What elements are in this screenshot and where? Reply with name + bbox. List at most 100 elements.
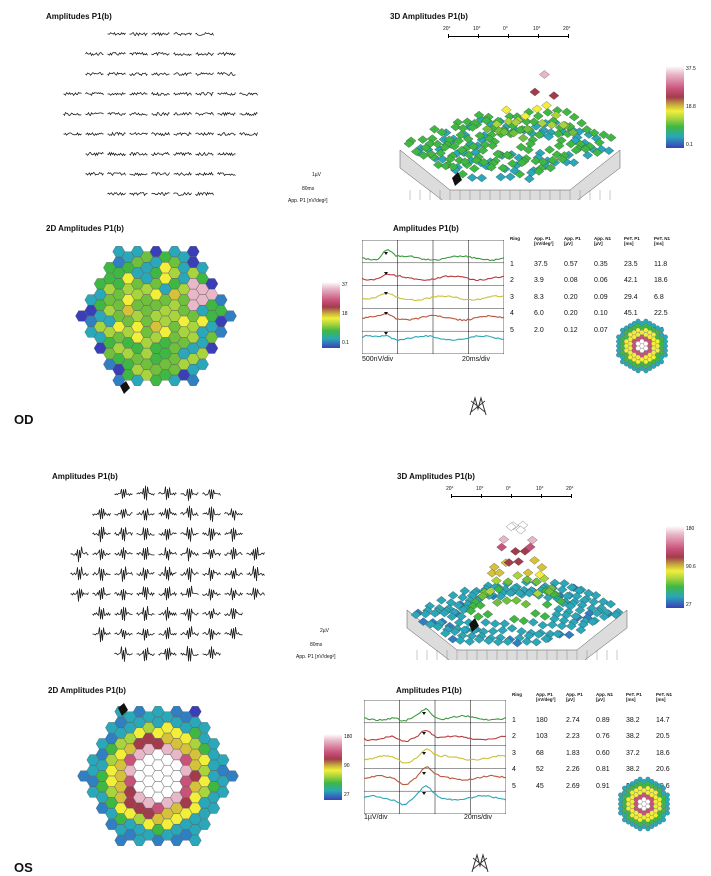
os-ring-hex-icon bbox=[618, 776, 670, 832]
hex-cell bbox=[112, 256, 126, 268]
scale-tick-label: 20° bbox=[563, 26, 571, 32]
hex-cell bbox=[179, 818, 193, 830]
surface-facet bbox=[410, 610, 422, 619]
hex-cell bbox=[140, 348, 153, 359]
hex-cell bbox=[114, 727, 128, 739]
hex-cell bbox=[131, 310, 144, 322]
hex-cell bbox=[177, 262, 191, 274]
hex-cell bbox=[151, 802, 165, 814]
ring-trace bbox=[364, 748, 506, 764]
od-orientation-icon bbox=[469, 396, 487, 416]
hex-cell bbox=[177, 294, 191, 306]
od-colorbar-mid: 18.8 bbox=[686, 104, 696, 110]
hex-cell bbox=[103, 326, 116, 338]
surface-facet bbox=[459, 586, 471, 596]
hex-cell bbox=[196, 315, 209, 327]
hex-cell bbox=[151, 781, 165, 793]
hex-cell bbox=[198, 808, 211, 819]
hex-cell bbox=[149, 246, 163, 257]
surface-facet bbox=[475, 601, 486, 610]
hex-cell bbox=[131, 342, 144, 354]
hex-cell bbox=[95, 792, 109, 803]
scale-tick bbox=[571, 494, 572, 498]
surface-facet bbox=[417, 135, 428, 144]
hex-cell bbox=[149, 299, 163, 311]
surface-facet bbox=[533, 167, 545, 176]
surface-facet bbox=[563, 630, 575, 640]
hex-cell bbox=[159, 337, 172, 349]
surface-facet bbox=[411, 147, 422, 156]
hex-cell bbox=[77, 770, 90, 782]
trace bbox=[224, 508, 243, 521]
table-cell: 0.81 bbox=[596, 766, 610, 774]
hex-cell bbox=[179, 722, 193, 734]
ring-hex-cell bbox=[662, 339, 668, 344]
table-cell: 0.91 bbox=[596, 782, 610, 790]
surface-facet bbox=[603, 146, 615, 155]
surface-facet bbox=[480, 618, 491, 627]
hex-cell bbox=[123, 797, 137, 809]
trace bbox=[217, 151, 236, 157]
hex-cell bbox=[177, 273, 191, 284]
hex-cell bbox=[95, 770, 109, 782]
surface-facet bbox=[543, 132, 554, 141]
trace bbox=[195, 151, 214, 157]
trace bbox=[136, 527, 155, 541]
surface-facet bbox=[456, 145, 467, 155]
table-cell: 9.8 bbox=[654, 326, 664, 334]
surface-facet bbox=[531, 637, 542, 647]
trace bbox=[136, 547, 155, 560]
os-trace-array bbox=[70, 485, 265, 662]
hex-cell bbox=[196, 305, 209, 317]
trace bbox=[107, 92, 126, 96]
od-ring-traces bbox=[362, 240, 504, 354]
scale-tick-label: 10° bbox=[533, 26, 541, 32]
surface-facet bbox=[439, 143, 451, 152]
table-cell: 0.08 bbox=[564, 277, 578, 285]
table-cell: 6.0 bbox=[534, 310, 544, 318]
surface-facet bbox=[432, 139, 443, 149]
trace bbox=[217, 171, 236, 177]
hex-cell bbox=[105, 765, 118, 777]
surface-facet bbox=[491, 576, 502, 585]
surface-facet bbox=[556, 155, 568, 164]
hex-cell bbox=[161, 765, 174, 777]
hex-cell bbox=[123, 722, 137, 734]
hex-cell bbox=[95, 759, 109, 771]
hex-cell bbox=[159, 369, 172, 381]
table-cell: 22.5 bbox=[654, 310, 668, 318]
ring-hex-cell bbox=[627, 363, 633, 369]
hex-cell bbox=[151, 792, 165, 803]
table-cell: 20.6 bbox=[656, 766, 670, 774]
table-row: 1 37.5 0.57 0.35 23.5 11.8 bbox=[508, 256, 682, 273]
trace bbox=[129, 91, 148, 96]
hex-cell bbox=[149, 364, 163, 376]
table-header: PeT. P1 [ms] bbox=[626, 692, 642, 702]
hex-cell bbox=[177, 337, 191, 349]
scale-tick-label: 10° bbox=[473, 26, 481, 32]
surface-facet bbox=[403, 139, 415, 148]
hex-cell bbox=[214, 315, 228, 327]
hex-cell bbox=[151, 824, 165, 836]
surface-facet bbox=[544, 145, 555, 154]
trace bbox=[114, 628, 133, 640]
ring-hex-cell bbox=[664, 806, 670, 811]
hex-cell bbox=[131, 246, 144, 257]
hex-cell bbox=[196, 326, 209, 338]
hex-cell bbox=[121, 348, 135, 359]
trace bbox=[173, 111, 192, 116]
hex-cell bbox=[205, 342, 219, 354]
surface-facet bbox=[495, 172, 507, 182]
surface-facet bbox=[547, 620, 558, 629]
surface-facet bbox=[505, 172, 516, 182]
hex-cell bbox=[207, 749, 221, 760]
hex-cell bbox=[161, 797, 174, 809]
surface-facet bbox=[542, 108, 554, 117]
surface-facet bbox=[524, 542, 536, 552]
surface-facet bbox=[574, 605, 586, 615]
hex-cell bbox=[161, 743, 174, 755]
hex-cell bbox=[161, 711, 174, 723]
table-cell: 2.69 bbox=[566, 782, 580, 790]
surface-facet bbox=[482, 610, 494, 619]
hex-cell bbox=[151, 749, 165, 760]
